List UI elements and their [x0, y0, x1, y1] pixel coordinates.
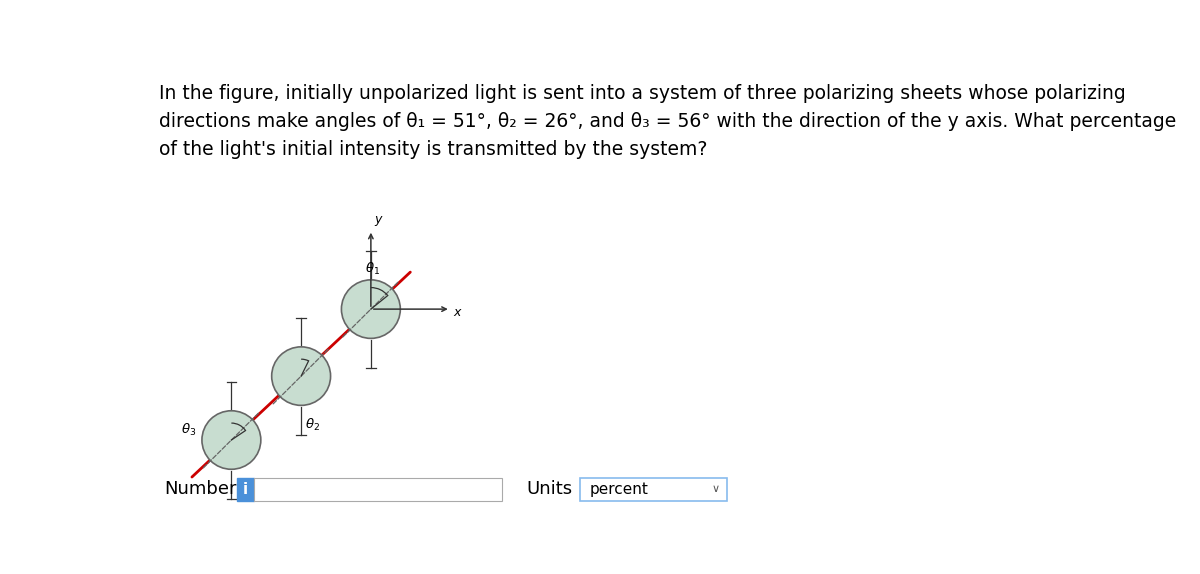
- Text: i: i: [242, 482, 248, 497]
- FancyBboxPatch shape: [236, 478, 254, 501]
- Circle shape: [271, 347, 330, 405]
- Text: y: y: [374, 213, 382, 226]
- Text: percent: percent: [589, 482, 648, 497]
- Text: x: x: [454, 306, 461, 319]
- Text: of the light's initial intensity is transmitted by the system?: of the light's initial intensity is tran…: [160, 141, 708, 160]
- Circle shape: [202, 411, 260, 470]
- Text: $\theta_2$: $\theta_2$: [305, 417, 320, 433]
- Text: Units: Units: [526, 480, 572, 498]
- Text: directions make angles of θ₁ = 51°, θ₂ = 26°, and θ₃ = 56° with the direction of: directions make angles of θ₁ = 51°, θ₂ =…: [160, 112, 1176, 131]
- FancyBboxPatch shape: [580, 478, 727, 501]
- Text: In the figure, initially unpolarized light is sent into a system of three polari: In the figure, initially unpolarized lig…: [160, 83, 1126, 103]
- Text: $\theta_3$: $\theta_3$: [181, 422, 197, 438]
- Text: ∨: ∨: [712, 484, 720, 494]
- Text: Number: Number: [164, 480, 236, 498]
- Text: $\theta_1$: $\theta_1$: [365, 261, 379, 277]
- Circle shape: [342, 280, 401, 339]
- FancyBboxPatch shape: [254, 478, 502, 501]
